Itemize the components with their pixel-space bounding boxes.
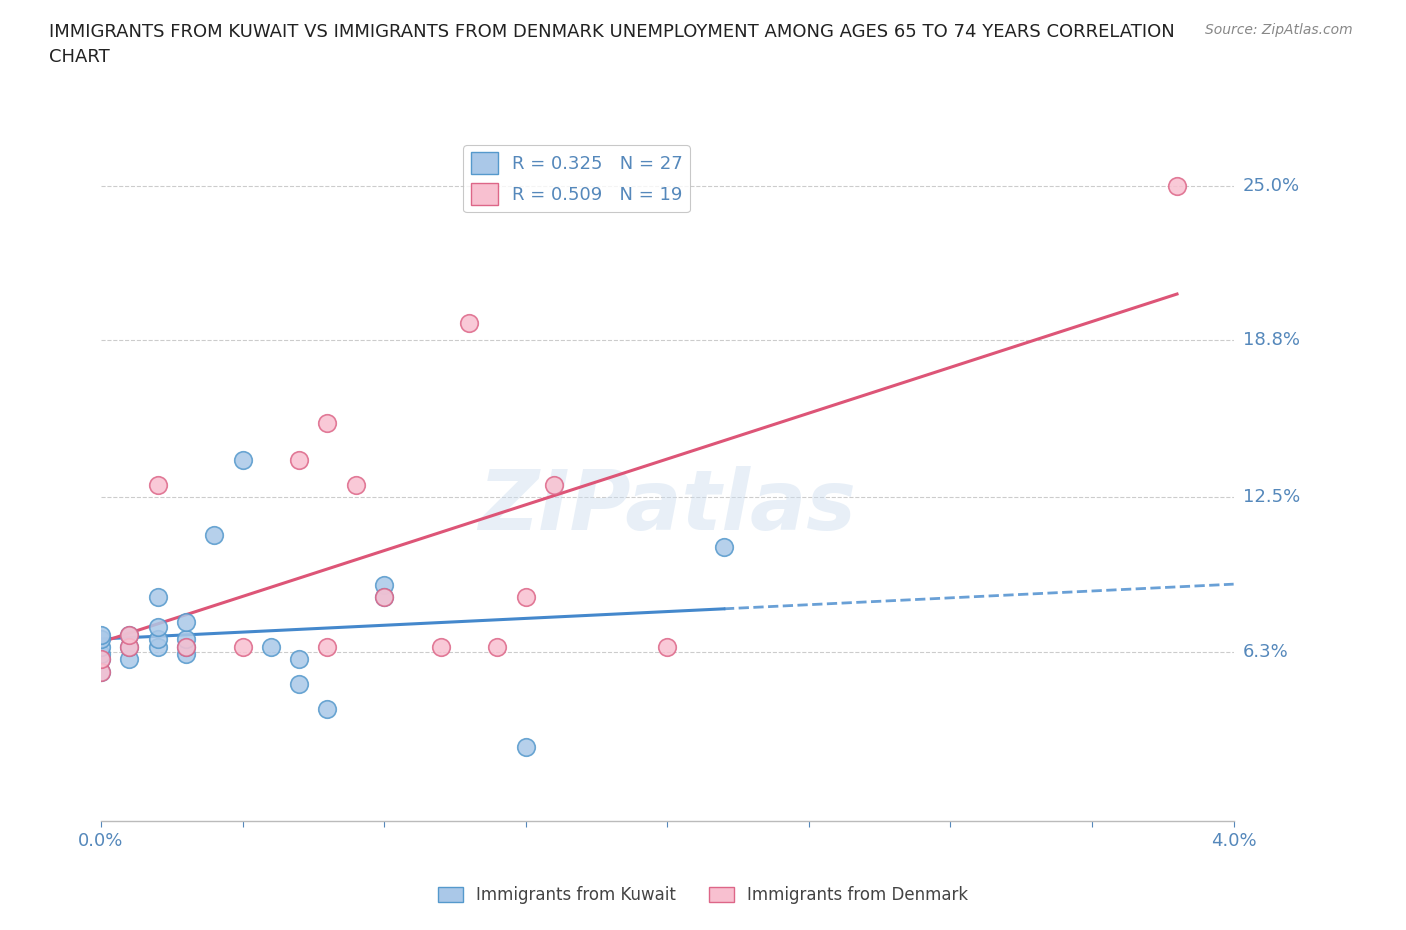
Point <box>90 652 112 667</box>
Text: IMMIGRANTS FROM KUWAIT VS IMMIGRANTS FROM DENMARK UNEMPLOYMENT AMONG AGES 65 TO : IMMIGRANTS FROM KUWAIT VS IMMIGRANTS FRO… <box>49 23 1175 66</box>
Point <box>174 640 197 655</box>
Point <box>90 664 112 679</box>
Legend: Immigrants from Kuwait, Immigrants from Denmark: Immigrants from Kuwait, Immigrants from … <box>430 879 976 910</box>
Point <box>146 590 169 604</box>
Point <box>316 415 339 430</box>
Point <box>174 615 197 630</box>
Point <box>1166 179 1188 193</box>
Point <box>232 640 254 655</box>
Point <box>118 627 141 642</box>
Point <box>232 453 254 468</box>
Point <box>429 640 451 655</box>
Point <box>90 664 112 679</box>
Point <box>373 590 395 604</box>
Point <box>118 652 141 667</box>
Point <box>90 652 112 667</box>
Point <box>260 640 283 655</box>
Point <box>288 677 311 692</box>
Point <box>373 590 395 604</box>
Point <box>146 640 169 655</box>
Point <box>118 640 141 655</box>
Point <box>316 702 339 717</box>
Point <box>146 477 169 492</box>
Point <box>174 640 197 655</box>
Point <box>118 627 141 642</box>
Point <box>657 640 679 655</box>
Point <box>373 578 395 592</box>
Point <box>174 632 197 647</box>
Point <box>543 477 565 492</box>
Point <box>515 739 537 754</box>
Text: Source: ZipAtlas.com: Source: ZipAtlas.com <box>1205 23 1353 37</box>
Point <box>90 627 112 642</box>
Legend: R = 0.325   N = 27, R = 0.509   N = 19: R = 0.325 N = 27, R = 0.509 N = 19 <box>464 145 690 212</box>
Point <box>515 590 537 604</box>
Point <box>344 477 367 492</box>
Point <box>90 640 112 655</box>
Text: 6.3%: 6.3% <box>1243 643 1288 661</box>
Point <box>146 619 169 634</box>
Point <box>90 632 112 647</box>
Point <box>288 652 311 667</box>
Text: ZIPatlas: ZIPatlas <box>478 466 856 547</box>
Text: 18.8%: 18.8% <box>1243 331 1299 350</box>
Point <box>146 632 169 647</box>
Text: 25.0%: 25.0% <box>1243 177 1299 194</box>
Point <box>713 539 735 554</box>
Point <box>486 640 509 655</box>
Point <box>288 453 311 468</box>
Point <box>90 647 112 662</box>
Point <box>458 315 481 330</box>
Point <box>174 647 197 662</box>
Point <box>316 640 339 655</box>
Point <box>202 527 225 542</box>
Point <box>118 640 141 655</box>
Text: 12.5%: 12.5% <box>1243 488 1301 507</box>
